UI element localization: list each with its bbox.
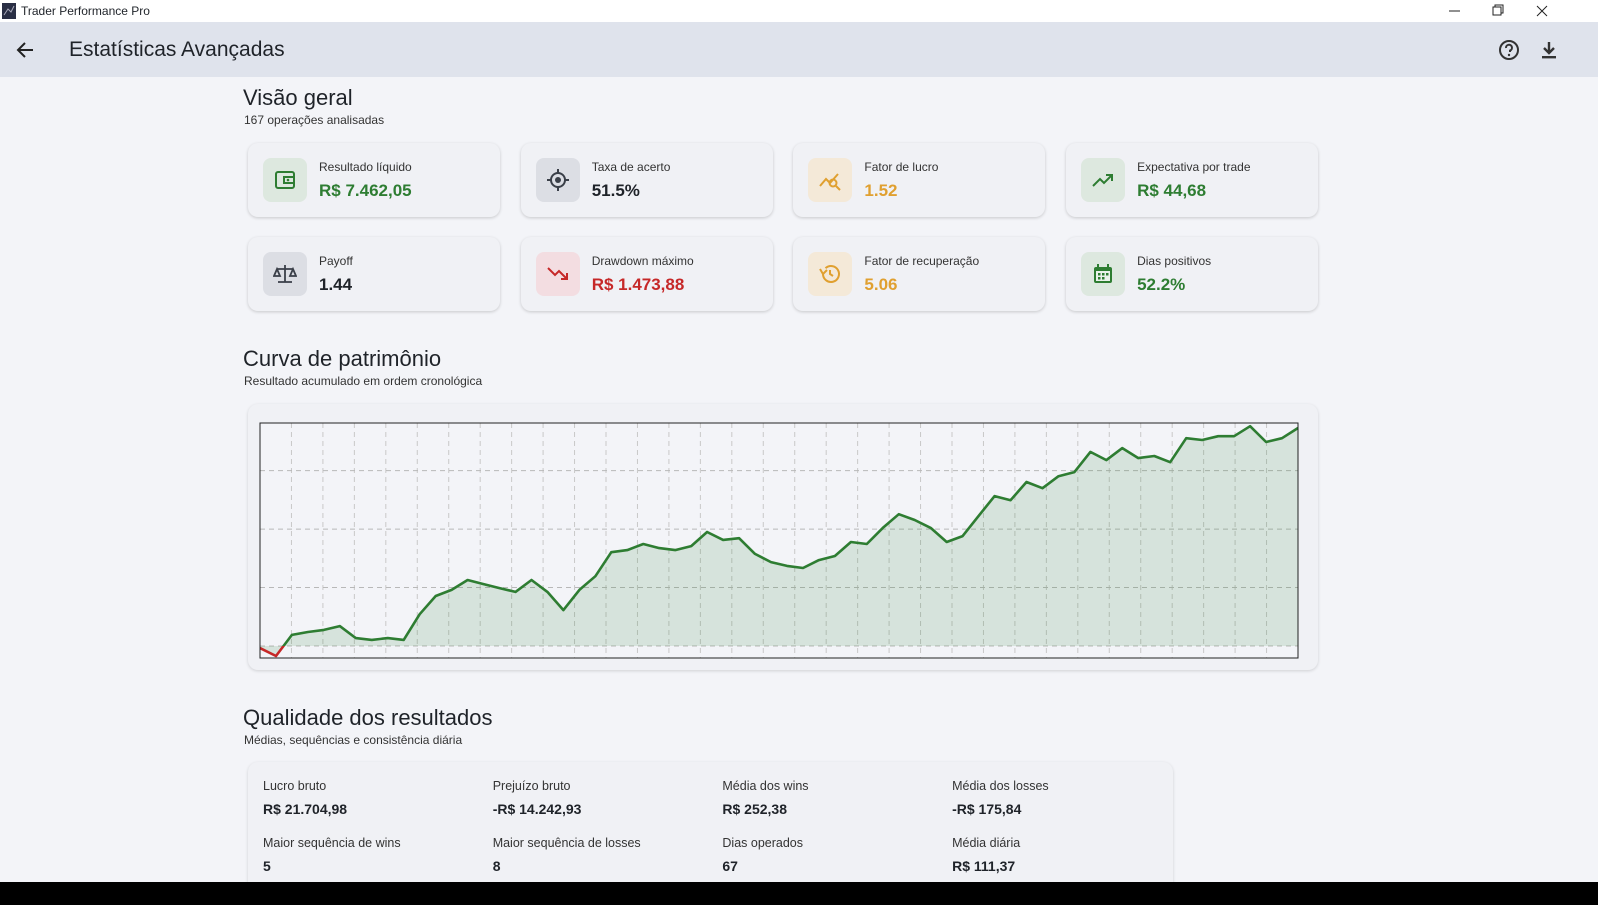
metric-label: Prejuízo bruto: [492, 779, 571, 793]
metric-value: 67: [722, 858, 738, 874]
chart-card: [248, 404, 1318, 670]
card-icon: [546, 267, 568, 280]
card-label: Fator de lucro: [864, 160, 939, 174]
metric-label: Maior sequência de wins: [263, 836, 401, 850]
title-bar: Trader Performance Pro: [0, 0, 1598, 22]
app-icon: [2, 3, 16, 19]
section-subtitle: Resultado acumulado em ordem cronológica: [244, 374, 483, 388]
card-label: Expectativa por trade: [1137, 160, 1251, 174]
stat-card: Payoff 1.44: [248, 237, 500, 311]
stat-card: Fator de recuperação 5.06: [793, 237, 1046, 311]
stat-card: Fator de lucro 1.52: [793, 143, 1046, 217]
back-button[interactable]: [15, 39, 37, 61]
card-icon: [819, 265, 841, 283]
card-icon: [546, 169, 569, 191]
section-title: Visão geral: [243, 85, 353, 110]
section-title: Curva de patrimônio: [243, 346, 442, 371]
card-label: Payoff: [319, 254, 353, 268]
help-button[interactable]: [1498, 39, 1520, 61]
metric-value: 8: [492, 858, 501, 874]
card-value: R$ 44,68: [1137, 181, 1207, 200]
equity-line: [259, 424, 1299, 658]
stat-card: Taxa de acerto 51.5%: [520, 143, 773, 217]
metric-value: R$ 252,38: [722, 801, 787, 817]
card-value: R$ 1.473,88: [591, 275, 685, 294]
card-icon: [273, 265, 297, 283]
taskbar: [0, 882, 1598, 905]
stat-card: Dias positivos 52.2%: [1066, 237, 1319, 311]
metric-label: Média diária: [952, 836, 1021, 850]
icon-box: [535, 252, 580, 296]
metric-label: Maior sequência de losses: [492, 836, 641, 850]
card-value: 1.44: [319, 275, 353, 294]
metric-label: Média dos wins: [722, 779, 809, 793]
metric-value: 5: [263, 858, 271, 874]
icon-box: [535, 158, 580, 202]
stat-card: Resultado líquido R$ 7.462,05: [248, 143, 500, 217]
card-value: 5.06: [864, 275, 898, 294]
card-value: 1.52: [864, 181, 898, 200]
section-subtitle: Médias, sequências e consistência diária: [244, 733, 463, 747]
equity-area: [260, 426, 1298, 656]
card-value: 51.5%: [591, 181, 640, 200]
window-controls[interactable]: [1440, 0, 1598, 22]
card-label: Taxa de acerto: [591, 160, 671, 174]
card-value: R$ 7.462,05: [319, 181, 412, 200]
card-icon: [275, 171, 295, 189]
download-button[interactable]: [1538, 39, 1560, 61]
plot-background: [260, 423, 1298, 658]
icon-box: [1081, 252, 1126, 296]
metric-value: R$ 111,37: [952, 858, 1016, 874]
icon-box: [1081, 158, 1126, 202]
metric-label: Média dos losses: [952, 779, 1049, 793]
stat-card: Expectativa por trade R$ 44,68: [1066, 143, 1319, 217]
card-label: Resultado líquido: [319, 160, 412, 174]
window-title: Trader Performance Pro: [21, 4, 150, 18]
plot-border: [259, 422, 1299, 659]
stat-card: Drawdown máximo R$ 1.473,88: [520, 237, 773, 311]
metric-value: -R$ 175,84: [952, 801, 1022, 817]
metric-value: -R$ 14.242,93: [492, 801, 582, 817]
section-title: Qualidade dos resultados: [243, 705, 493, 730]
app-bar: Estatísticas Avançadas: [0, 22, 1598, 77]
icon-box: [808, 252, 853, 296]
card-icon: [1094, 264, 1113, 283]
equity-chart: [259, 422, 1299, 659]
card-icon: [819, 173, 842, 191]
section-subtitle: 167 operações analisadas: [244, 113, 385, 127]
quality-card: Lucro bruto R$ 21.704,98 Prejuízo bruto -R$…: [248, 762, 1173, 902]
card-label: Fator de recuperação: [864, 254, 980, 268]
card-icon: [1092, 174, 1114, 187]
icon-box: [263, 252, 307, 296]
card-label: Drawdown máximo: [591, 254, 694, 268]
icon-box: [808, 158, 853, 202]
metric-label: Dias operados: [722, 836, 803, 850]
metric-value: R$ 21.704,98: [263, 801, 348, 817]
card-label: Dias positivos: [1137, 254, 1212, 268]
icon-box: [263, 158, 307, 202]
page-title: Estatísticas Avançadas: [69, 38, 285, 61]
card-value: 52.2%: [1137, 275, 1186, 294]
metric-label: Lucro bruto: [263, 779, 327, 793]
